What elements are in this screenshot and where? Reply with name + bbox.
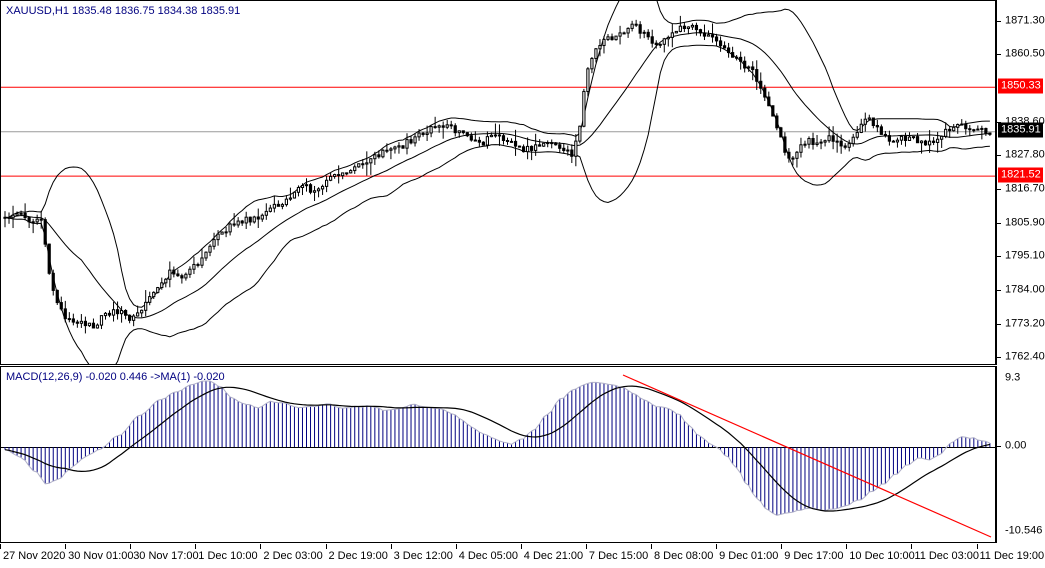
macd-chart-canvas [1,374,995,538]
time-axis-label: 1 Dec 10:00 [198,550,258,562]
time-axis-tick [716,544,718,549]
time-axis-tick [0,544,1,549]
price-axis-tick [997,256,1001,258]
time-axis-tick [911,544,913,549]
time-axis-tick [390,544,392,549]
time-axis-label: 7 Dec 15:00 [588,550,649,562]
price-axis-label: 1762.40 [1005,350,1045,363]
macd-indicator-title: MACD(12,26,9) -0.020 0.446 ->MA(1) -0.02… [6,371,225,383]
macd-axis-label: 0.00 [1005,439,1027,452]
time-axis-tick [65,544,67,549]
price-axis-tick [997,323,1001,325]
price-axis-label: 1805.90 [1005,216,1045,229]
macd-axis-tick [997,446,1001,447]
time-axis-label: 3 Dec 12:00 [393,550,453,562]
time-axis-tick [781,544,783,549]
price-tag-1850.33[interactable]: 1850.33 [998,78,1043,94]
price-tag-1835.91[interactable]: 1835.91 [998,122,1043,138]
price-chart-panel[interactable] [0,0,996,365]
macd-axis-label: -10.546 [1005,524,1043,537]
time-axis-tick [195,544,197,549]
price-axis-label: 1795.10 [1005,249,1045,262]
price-axis-tick [997,222,1001,224]
price-axis-label: 1871.30 [1005,14,1045,27]
time-axis-tick [976,544,978,549]
price-axis-tick [997,21,1001,22]
time-axis-label: 4 Dec 05:00 [458,550,519,562]
price-axis[interactable]: 1871.30 1860.50 1850.33 1838.60 1835.91 1827.… [996,0,1045,365]
price-axis-label: 1773.20 [1005,317,1045,330]
time-axis[interactable]: 27 Nov 2020 30 Nov 01:00 30 Nov 17:00 1 Dec… [0,544,1045,568]
price-chart-title: XAUUSD,H1 1835.48 1836.75 1834.38 1835.9… [6,5,241,17]
time-axis-label: 8 Dec 08:00 [654,550,714,562]
macd-indicator-panel[interactable] [0,366,996,543]
time-axis-tick [325,544,327,549]
price-axis-label: 1827.80 [1005,148,1045,161]
price-axis-tick [997,290,1001,292]
time-axis-label: 2 Dec 19:00 [328,550,388,562]
time-axis-tick [260,544,262,549]
price-axis-tick [997,155,1001,157]
time-axis-label: 11 Dec 19:00 [979,550,1045,562]
time-axis-label: 4 Dec 21:00 [523,550,584,562]
price-axis-label: 1816.70 [1005,182,1045,195]
price-tag-1821.52[interactable]: 1821.52 [998,167,1043,183]
price-axis-tick [997,54,1001,56]
time-axis-label: 9 Dec 01:00 [719,550,779,562]
time-axis-label: 27 Nov 2020 [3,550,66,562]
time-axis-label: 11 Dec 03:00 [914,550,980,562]
time-axis-label: 30 Nov 01:00 [68,550,134,562]
time-axis-label: 30 Nov 17:00 [133,550,199,562]
time-axis-tick [130,544,132,549]
time-axis-label: 9 Dec 17:00 [784,550,844,562]
time-axis-tick [585,544,587,549]
price-chart-canvas [1,1,995,364]
time-axis-tick [846,544,848,549]
price-axis-tick [997,189,1001,191]
time-axis-label: 2 Dec 03:00 [263,550,323,562]
time-axis-tick [520,544,522,549]
price-axis-label: 1838.60 [1005,115,1045,128]
macd-axis[interactable]: 9.3 0.00 -10.546 [996,366,1045,543]
time-axis-label: 10 Dec 10:00 [849,550,915,562]
price-axis-label: 1860.50 [1005,47,1045,60]
price-axis-tick [997,357,1001,358]
price-axis-tick [997,121,1001,123]
price-axis-label: 1784.00 [1005,283,1045,296]
time-axis-tick [651,544,652,549]
time-axis-tick [455,544,457,549]
macd-axis-label: 9.3 [1005,371,1021,384]
